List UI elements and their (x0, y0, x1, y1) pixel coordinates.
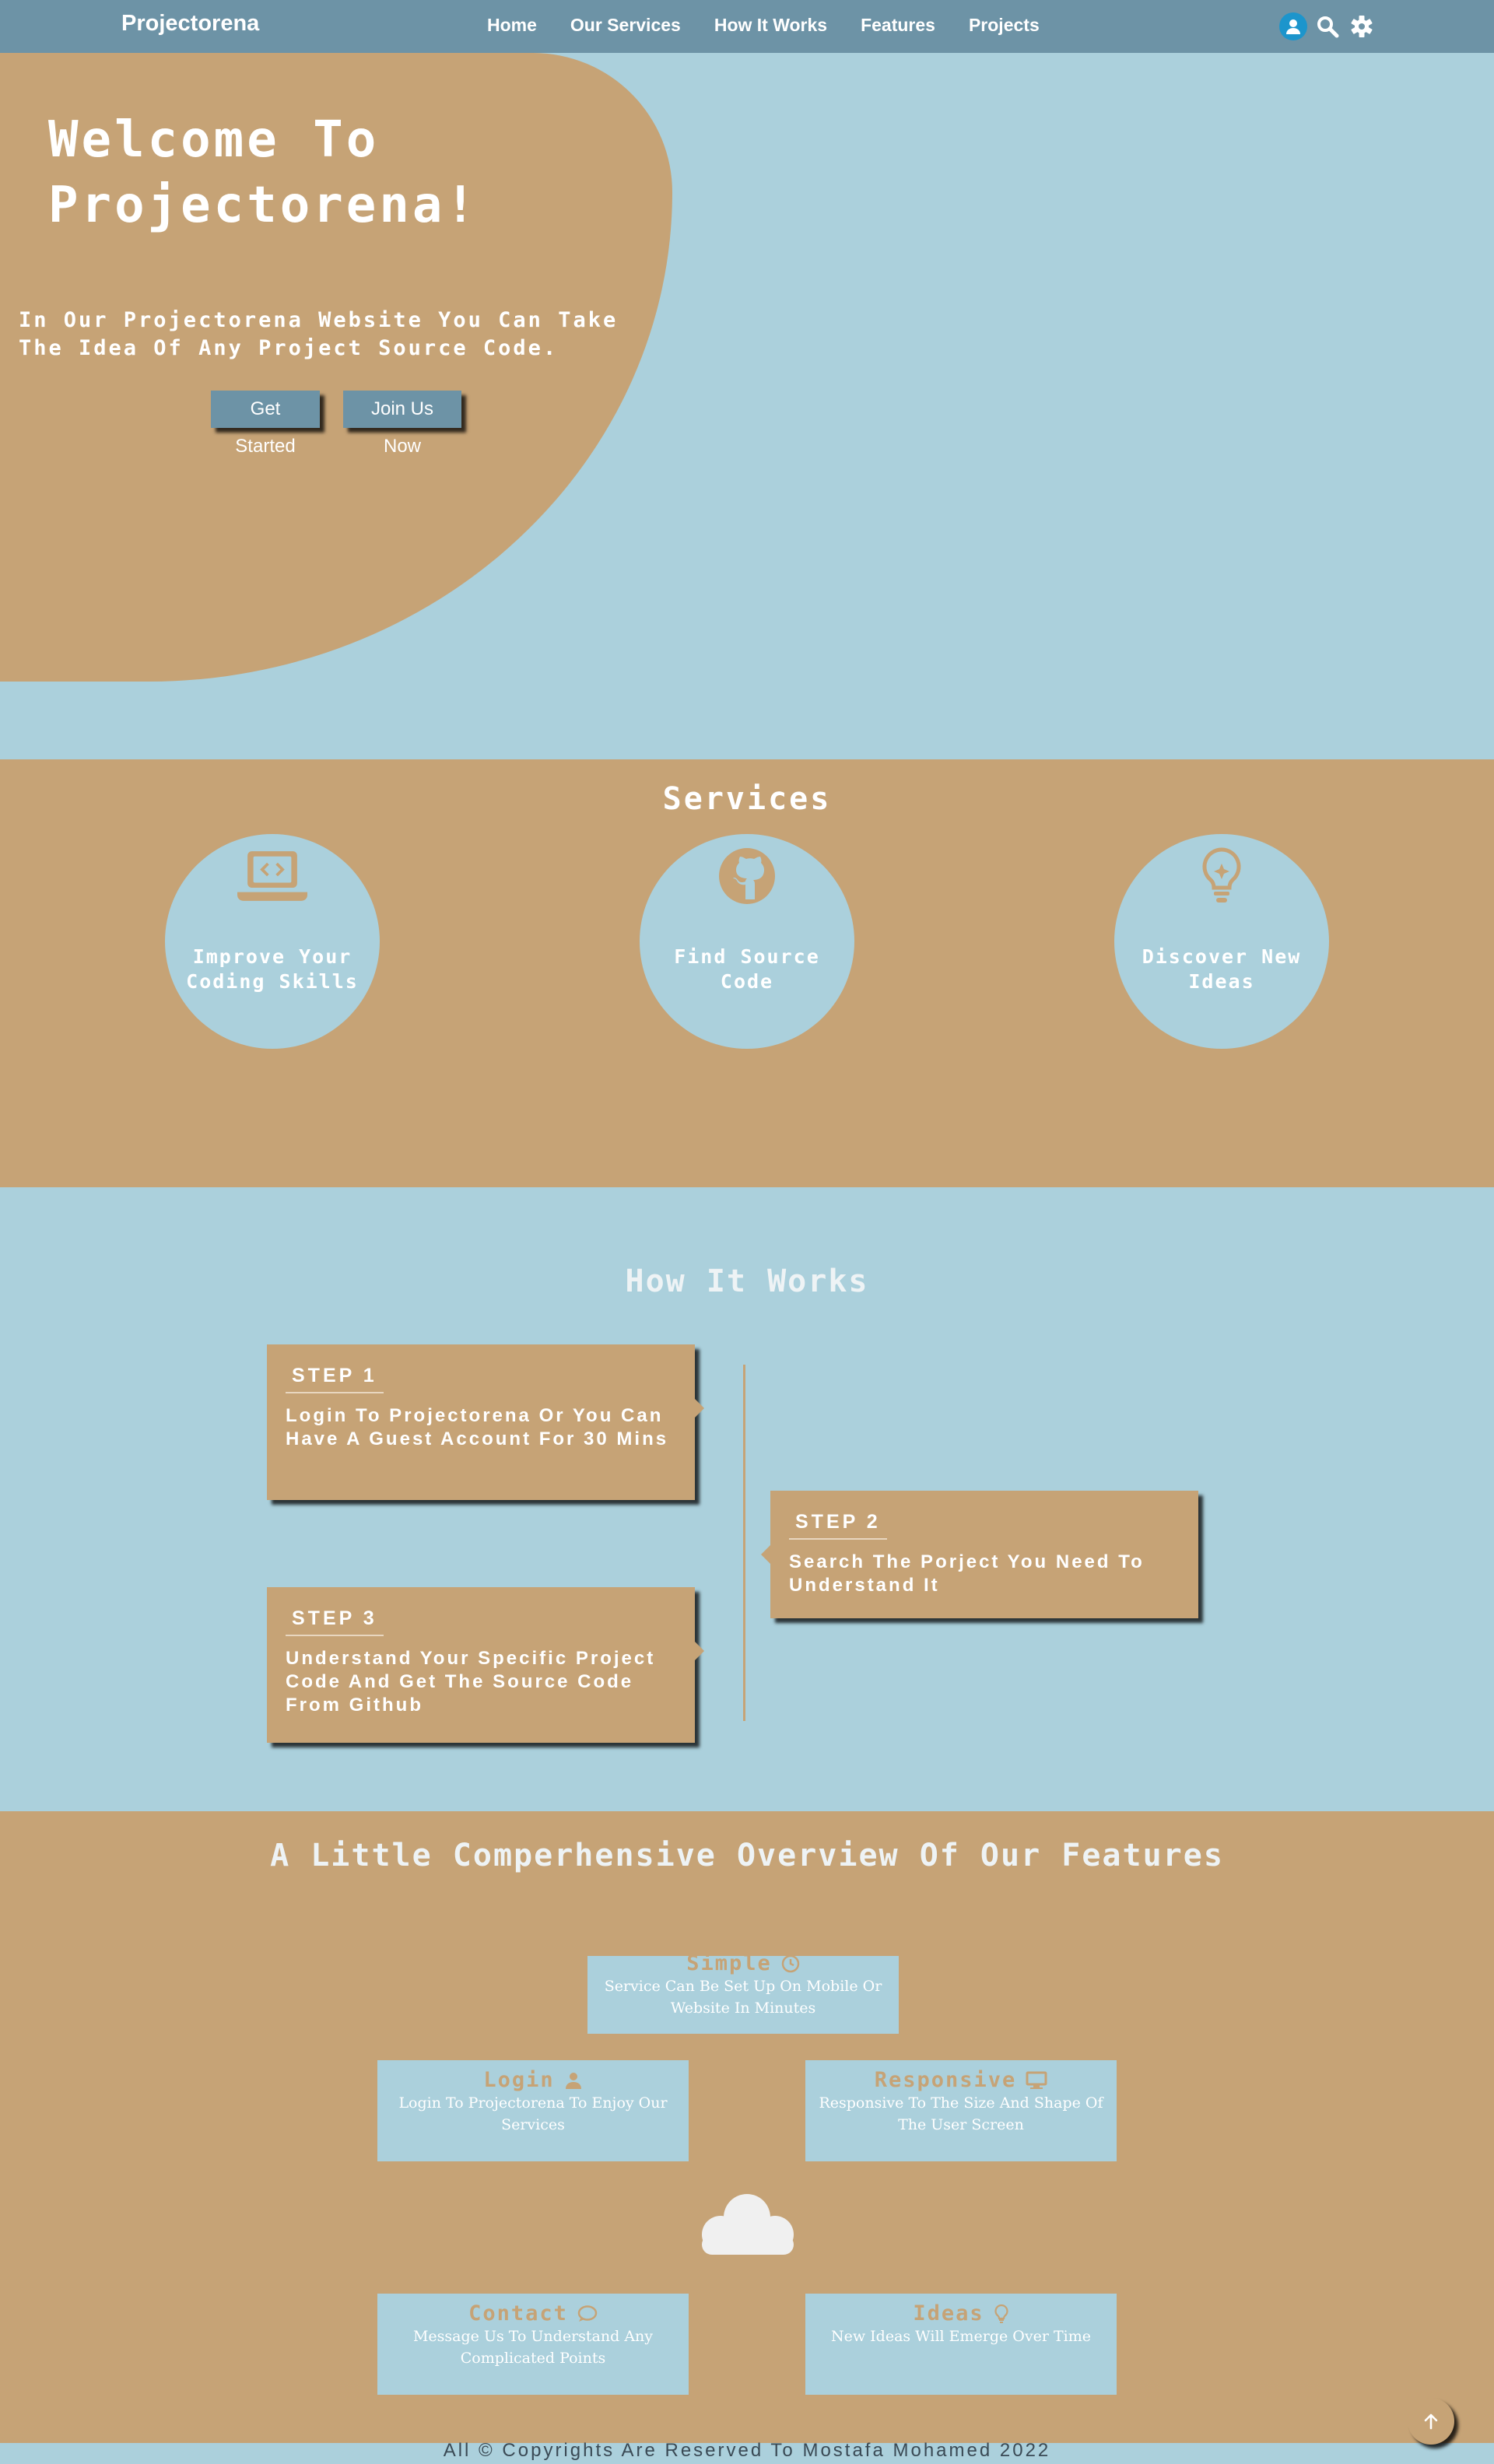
user-icon (565, 2072, 581, 2089)
cloud-icon (697, 2191, 797, 2262)
features-title: A Little Comperhensive Overview Of Our F… (270, 1838, 1224, 1873)
lightbulb-icon (994, 2304, 1008, 2323)
laptop-code-icon (237, 846, 307, 906)
feature-card-login[interactable]: Login Login To Projectorena To Enjoy Our… (377, 2060, 689, 2161)
step-text: Search The Porject You Need To Understan… (789, 1551, 1145, 1596)
feature-title: Simple (686, 1951, 772, 1975)
brand-logo[interactable]: Projectorena (121, 11, 260, 36)
nav-link-features[interactable]: Features (861, 15, 935, 35)
feature-card-responsive[interactable]: Responsive Responsive To The Size And Sh… (805, 2060, 1117, 2161)
service-label: Find Source Code (674, 945, 820, 993)
get-started-button[interactable]: Get Started (211, 391, 320, 457)
feature-title: Responsive (874, 2068, 1017, 2092)
step-card-1: STEP 1 Login To Projectorena Or You Can … (267, 1344, 704, 1500)
feature-heading: Ideas (805, 2301, 1117, 2326)
feature-desc: Responsive To The Size And Shape Of The … (819, 2094, 1103, 2133)
feature-heading: Responsive (805, 2068, 1117, 2092)
lightbulb-icon (1187, 846, 1257, 906)
footer-copyright: All © Copyrights Are Reserved To Mostafa… (443, 2440, 1051, 2461)
github-icon (712, 846, 782, 906)
comment-icon (577, 2305, 598, 2322)
join-us-now-button[interactable]: Join Us Now (343, 391, 461, 457)
desktop-icon (1026, 2071, 1047, 2089)
feature-heading: Login (377, 2068, 689, 2092)
nav-icons (1279, 12, 1382, 40)
step-text: Login To Projectorena Or You Can Have A … (286, 1405, 669, 1449)
nav-link-how-it-works[interactable]: How It Works (714, 15, 828, 35)
feature-desc: Message Us To Understand Any Complicated… (412, 2328, 654, 2367)
nav-link-projects[interactable]: Projects (968, 15, 1040, 35)
user-icon[interactable] (1279, 12, 1307, 40)
feature-desc: Login To Projectorena To Enjoy Our Servi… (398, 2094, 668, 2133)
service-discover-ideas[interactable]: Discover New Ideas (1114, 834, 1329, 1049)
nav-link-our-services[interactable]: Our Services (570, 15, 681, 35)
service-label: Improve Your Coding Skills (186, 945, 359, 993)
service-improve-coding[interactable]: Improve Your Coding Skills (165, 834, 380, 1049)
feature-card-simple[interactable]: Simple Service Can Be Set Up On Mobile O… (587, 1951, 899, 2034)
step-label: STEP 3 (286, 1604, 384, 1636)
hero-title: Welcome To Projectorena! (48, 111, 479, 234)
step-card-2: STEP 2 Search The Porject You Need To Un… (761, 1491, 1198, 1618)
timeline-line (743, 1365, 745, 1721)
feature-title: Contact (468, 2301, 568, 2326)
features-section: A Little Comperhensive Overview Of Our F… (0, 1811, 1494, 2443)
service-label: Discover New Ideas (1142, 945, 1302, 993)
search-icon[interactable] (1313, 12, 1341, 40)
feature-card-ideas[interactable]: Ideas New Ideas Will Emerge Over Time (805, 2294, 1117, 2395)
nav-links: Home Our Services How It Works Features … (487, 15, 1073, 36)
step-text: Understand Your Specific Project Code An… (286, 1648, 656, 1716)
feature-heading: Simple (587, 1951, 899, 1975)
services-section: Services Improve Your Coding Skills Find… (0, 759, 1494, 1187)
feature-card-contact[interactable]: Contact Message Us To Understand Any Com… (377, 2294, 689, 2395)
feature-heading: Contact (377, 2301, 689, 2326)
clock-icon (781, 1954, 800, 1972)
step-label: STEP 2 (789, 1508, 887, 1540)
services-title: Services (662, 781, 832, 817)
step-card-3: STEP 3 Understand Your Specific Project … (267, 1587, 704, 1743)
service-find-source[interactable]: Find Source Code (640, 834, 854, 1049)
feature-desc: Service Can Be Set Up On Mobile Or Websi… (604, 1978, 882, 2017)
feature-title: Ideas (913, 2301, 984, 2326)
hero-subtitle: In Our Projectorena Website You Can Take… (19, 308, 619, 360)
arrow-up-icon (1424, 2413, 1438, 2430)
gear-icon[interactable] (1348, 12, 1376, 40)
step-label: STEP 1 (286, 1362, 384, 1393)
nav-link-home[interactable]: Home (487, 15, 537, 35)
how-it-works-title: How It Works (625, 1264, 869, 1299)
feature-desc: New Ideas Will Emerge Over Time (830, 2328, 1091, 2345)
top-navbar: Projectorena Home Our Services How It Wo… (0, 0, 1494, 53)
scroll-to-top-button[interactable] (1408, 2398, 1454, 2445)
feature-title: Login (483, 2068, 555, 2092)
